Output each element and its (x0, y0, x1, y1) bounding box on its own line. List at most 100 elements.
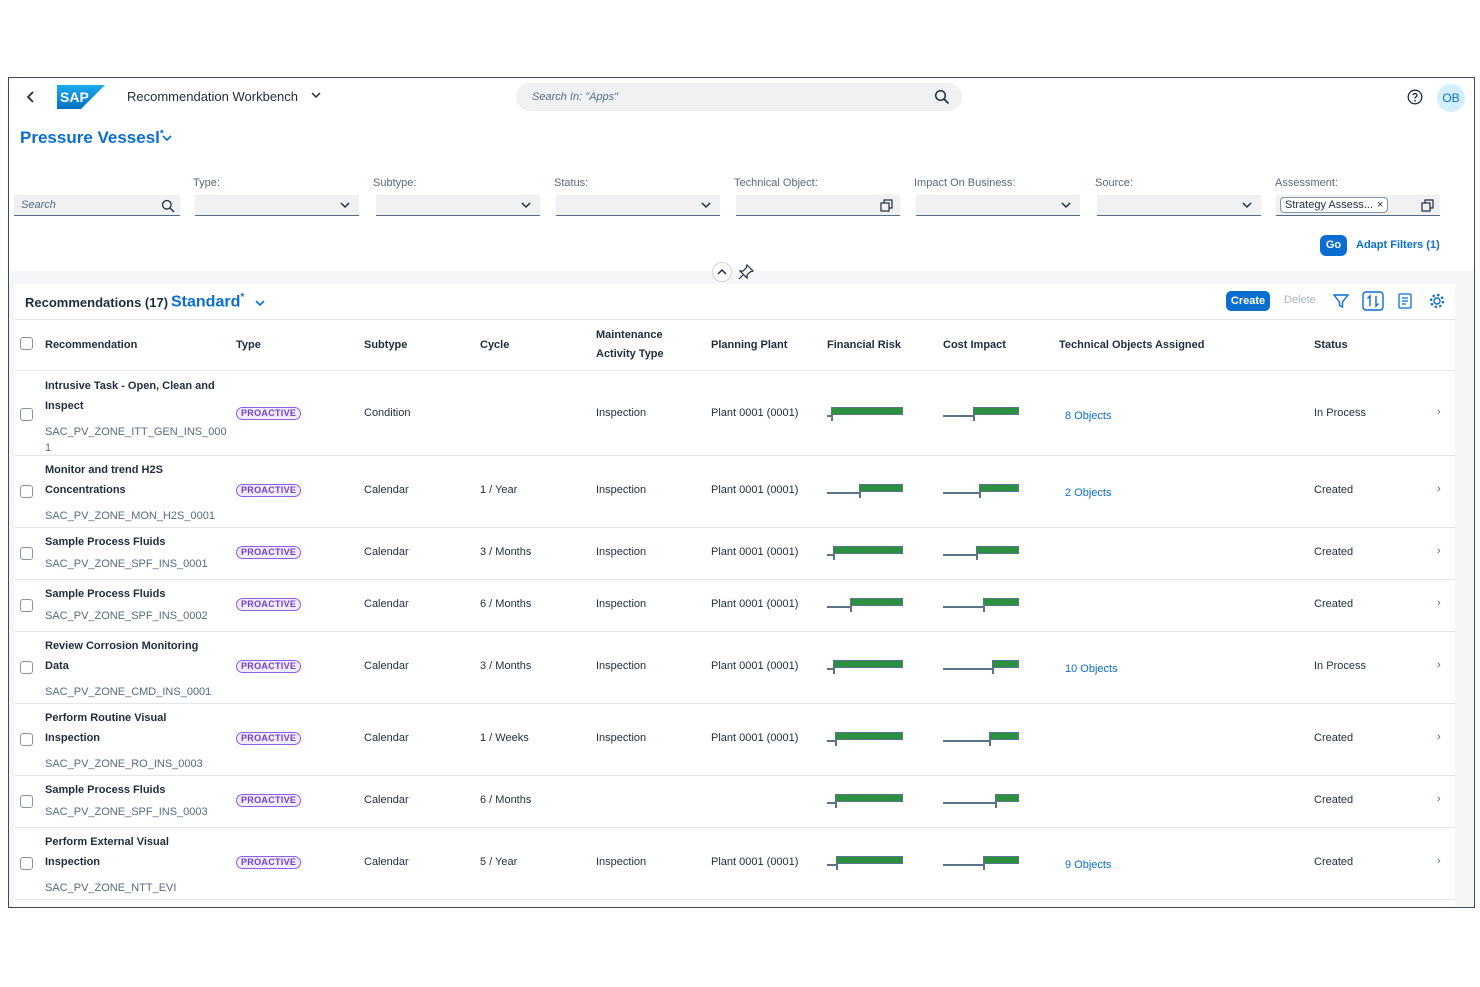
subtype-filter-label: Subtype: (373, 177, 417, 189)
chevron-down-icon[interactable] (161, 132, 173, 144)
recommendation-name[interactable]: Perform External Visual (45, 836, 169, 848)
go-button[interactable]: Go (1320, 235, 1347, 256)
filter-icon[interactable] (1330, 291, 1352, 311)
app-title[interactable]: Recommendation Workbench (127, 89, 299, 104)
create-button[interactable]: Create (1226, 291, 1270, 311)
cost-impact-bullet-target-tick (992, 668, 994, 674)
subtype-filter-select[interactable] (376, 195, 540, 216)
recommendation-name[interactable]: Sample Process Fluids (45, 588, 166, 600)
cost-impact-bullet (943, 405, 1021, 421)
col-maintenance-activity-type[interactable]: Maintenance Activity Type (596, 326, 664, 364)
financial-risk-bullet-target-line (827, 606, 850, 608)
table-row[interactable]: Sample Process Fluids SAC_PV_ZONE_SPF_INS… (14, 528, 1455, 580)
value-help-icon[interactable] (1421, 199, 1434, 212)
assessment-token[interactable]: Strategy Assess... × (1280, 197, 1389, 213)
financial-risk-bullet-target-line (827, 668, 833, 670)
recommendation-name-cont[interactable]: Inspection (45, 856, 101, 868)
col-cost-impact[interactable]: Cost Impact (943, 339, 1006, 351)
table-row[interactable]: Sample Process Fluids SAC_PV_ZONE_SPF_INS… (14, 776, 1455, 828)
recommendation-name[interactable]: Sample Process Fluids (45, 536, 166, 548)
status-cell: Created (1314, 732, 1354, 744)
col-cycle[interactable]: Cycle (480, 339, 510, 351)
chevron-down-icon[interactable] (311, 90, 321, 100)
chevron-right-icon[interactable]: › (1437, 731, 1441, 743)
chevron-down-icon[interactable] (254, 297, 266, 309)
financial-risk-bullet-target-tick (836, 864, 838, 870)
table-variant-title[interactable]: Standard* (171, 292, 245, 311)
col-technical-objects[interactable]: Technical Objects Assigned (1059, 339, 1205, 351)
back-button[interactable] (23, 88, 39, 106)
recommendation-name-cont[interactable]: Inspection (45, 732, 101, 744)
cycle-cell: 1 / Year (480, 484, 518, 496)
recommendation-name[interactable]: Intrusive Task - Open, Clean and (45, 380, 215, 392)
technical-objects-link[interactable]: 10 Objects (1065, 663, 1118, 675)
collapse-header-button[interactable] (712, 262, 732, 282)
recommendation-name[interactable]: Sample Process Fluids (45, 784, 166, 796)
impact-filter-select[interactable] (916, 195, 1080, 216)
technical-objects-link[interactable]: 2 Objects (1065, 487, 1112, 499)
col-subtype[interactable]: Subtype (364, 339, 408, 351)
table-row[interactable]: Perform Routine Visual Inspection SAC_PV_Z… (14, 704, 1455, 776)
token-remove-icon[interactable]: × (1377, 199, 1384, 211)
status-filter-select[interactable] (556, 195, 720, 216)
pin-header-button[interactable] (736, 262, 756, 282)
value-help-icon[interactable] (880, 199, 893, 212)
financial-risk-bullet-actual-bar (833, 660, 903, 668)
source-filter-select[interactable] (1097, 195, 1261, 216)
recommendation-id: SAC_PV_ZONE_ITT_GEN_INS_000 (45, 426, 227, 438)
table-row[interactable]: Review Corrosion Monitoring Data SAC_PV_ZO… (14, 632, 1455, 704)
chevron-right-icon[interactable]: › (1437, 483, 1441, 495)
chevron-right-icon[interactable]: › (1437, 545, 1441, 557)
sort-icon[interactable] (1362, 291, 1384, 311)
chevron-right-icon[interactable]: › (1437, 793, 1441, 805)
user-avatar[interactable]: OB (1437, 84, 1465, 112)
help-icon[interactable] (1406, 88, 1424, 106)
settings-icon[interactable] (1426, 291, 1448, 311)
col-recommendation[interactable]: Recommendation (45, 339, 138, 351)
technical-object-filter-input[interactable] (736, 195, 900, 216)
chevron-right-icon[interactable]: › (1437, 406, 1441, 418)
recommendation-name[interactable]: Perform Routine Visual (45, 712, 167, 724)
technical-objects-link[interactable]: 8 Objects (1065, 410, 1112, 422)
page-variant-title[interactable]: Pressure Vessesl* (20, 128, 164, 147)
technical-objects-link[interactable]: 9 Objects (1065, 859, 1112, 871)
chevron-right-icon[interactable]: › (1437, 855, 1441, 867)
col-planning-plant[interactable]: Planning Plant (711, 339, 788, 351)
recommendation-name[interactable]: Monitor and trend H2S (45, 464, 163, 476)
table-row[interactable]: Sample Process Fluids SAC_PV_ZONE_SPF_INS… (14, 580, 1455, 632)
table-row[interactable]: Intrusive Task - Open, Clean and Inspect S… (14, 372, 1455, 456)
financial-risk-bullet-target-tick (835, 802, 837, 808)
shell-search-input[interactable]: Search In: "Apps" (516, 83, 962, 111)
assessment-filter-input[interactable]: Strategy Assess... × (1276, 195, 1440, 216)
table-row[interactable]: Monitor and trend H2S Concentrations SAC_P… (14, 456, 1455, 528)
col-status[interactable]: Status (1314, 339, 1348, 351)
delete-button[interactable]: Delete (1284, 294, 1316, 306)
row-checkbox[interactable] (20, 485, 33, 498)
col-financial-risk[interactable]: Financial Risk (827, 339, 901, 351)
search-icon[interactable] (161, 199, 175, 213)
row-checkbox[interactable] (20, 857, 33, 870)
recommendation-name-cont[interactable]: Inspect (45, 400, 84, 412)
activity-cell: Inspection (596, 660, 647, 672)
chevron-right-icon[interactable]: › (1437, 659, 1441, 671)
recommendation-name-cont[interactable]: Data (45, 660, 69, 672)
row-checkbox[interactable] (20, 795, 33, 808)
select-all-checkbox[interactable] (20, 337, 33, 350)
col-type[interactable]: Type (236, 339, 261, 351)
filter-search-input[interactable]: Search (14, 195, 180, 216)
adapt-filters-button[interactable]: Adapt Filters (1) (1356, 239, 1440, 251)
table-row[interactable]: Perform External Visual Inspection SAC_PV_… (14, 828, 1455, 900)
recommendation-name[interactable]: Review Corrosion Monitoring (45, 640, 199, 652)
sap-logo[interactable]: SAP (57, 85, 105, 109)
row-checkbox[interactable] (20, 733, 33, 746)
chevron-right-icon[interactable]: › (1437, 597, 1441, 609)
search-icon[interactable] (934, 89, 950, 105)
row-checkbox[interactable] (20, 599, 33, 612)
financial-risk-bullet-target-tick (859, 492, 861, 498)
group-icon[interactable] (1394, 291, 1416, 311)
type-filter-select[interactable] (195, 195, 359, 216)
recommendation-name-cont[interactable]: Concentrations (45, 484, 126, 496)
row-checkbox[interactable] (20, 661, 33, 674)
row-checkbox[interactable] (20, 547, 33, 560)
row-checkbox[interactable] (20, 408, 33, 421)
